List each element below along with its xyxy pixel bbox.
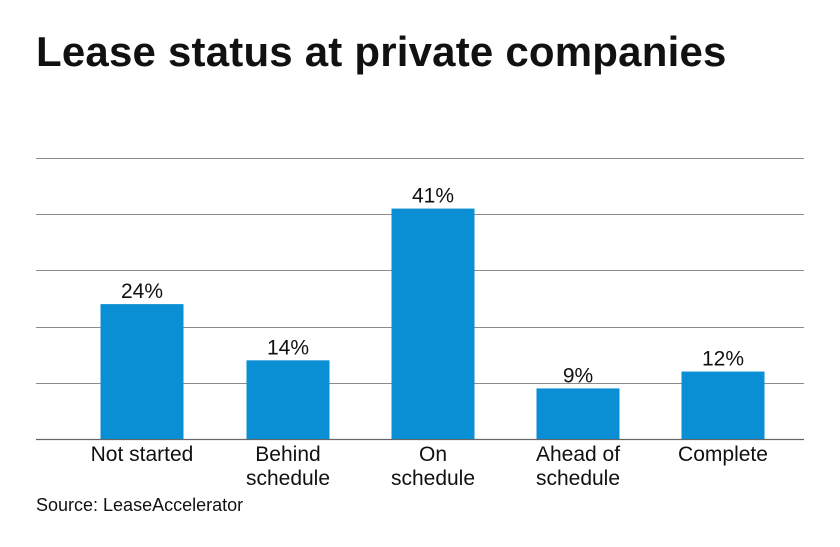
bar-3 [536, 388, 620, 439]
value-label-0: 24% [121, 280, 163, 303]
category-label-line: Behind [255, 443, 320, 466]
value-label-4: 12% [702, 348, 744, 371]
value-label-2: 41% [412, 185, 454, 208]
category-label-line: Ahead of [536, 443, 620, 466]
bar-2 [391, 208, 475, 439]
bar-4 [681, 371, 765, 439]
bar-0 [100, 304, 184, 439]
category-label-line: schedule [536, 467, 620, 490]
category-label-3: Ahead of schedule [536, 443, 620, 490]
category-label-line: Complete [678, 443, 768, 466]
bar-1 [246, 360, 330, 439]
category-label-4: Complete [678, 443, 768, 466]
value-label-3: 9% [563, 364, 593, 387]
value-label-1: 14% [267, 336, 309, 359]
category-label-line: schedule [246, 467, 330, 490]
category-label-1: Behind schedule [246, 443, 330, 490]
value-labels: 24% 14% 41% 9% 12% [121, 185, 744, 388]
category-label-2: On schedule [391, 443, 475, 490]
category-label-line: Not started [91, 443, 194, 466]
chart-title: Lease status at private companies [36, 28, 727, 75]
bars [100, 208, 765, 439]
source-note: Source: LeaseAccelerator [36, 495, 244, 515]
category-label-0: Not started [91, 443, 194, 466]
category-label-line: On [419, 443, 447, 466]
category-label-line: schedule [391, 467, 475, 490]
